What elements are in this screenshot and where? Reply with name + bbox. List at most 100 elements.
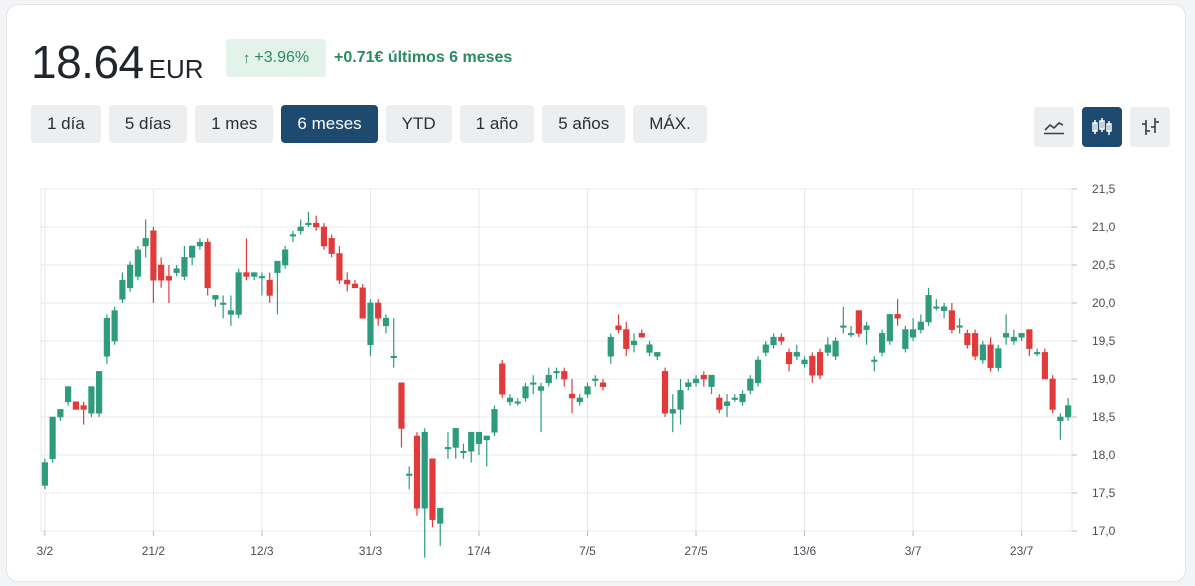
candle-body bbox=[72, 401, 79, 410]
y-tick-label: 17,0 bbox=[1092, 524, 1116, 538]
range-button-6-meses[interactable]: 6 meses bbox=[281, 105, 378, 143]
range-button-5-dias[interactable]: 5 días bbox=[108, 105, 188, 143]
range-button-1-mes[interactable]: 1 mes bbox=[195, 105, 274, 143]
price-chart[interactable]: 21,5 21,0 20,5 20,0 19,5 19,0 18,5 18,0 17,5 17,0… bbox=[7, 175, 1187, 575]
candle-body bbox=[941, 306, 948, 311]
candle-body bbox=[1003, 333, 1010, 338]
candle-body bbox=[499, 363, 506, 395]
candle-body bbox=[111, 310, 118, 342]
candle-body bbox=[886, 314, 893, 342]
candle-body bbox=[739, 393, 746, 403]
candle-body bbox=[235, 272, 242, 315]
candle-body bbox=[731, 397, 738, 400]
range-selector: 1 día 5 días 1 mes 6 meses YTD 1 año 5 a… bbox=[31, 105, 707, 143]
range-button-max[interactable]: MÁX. bbox=[633, 105, 707, 143]
candle-body bbox=[995, 348, 1002, 368]
line-chart-button[interactable] bbox=[1034, 107, 1074, 147]
candle-body bbox=[1010, 336, 1017, 342]
candlestick-chart[interactable]: 21,5 21,0 20,5 20,0 19,5 19,0 18,5 18,0 17,5 17,0… bbox=[7, 175, 1187, 575]
candle-body bbox=[1065, 405, 1072, 418]
candle-body bbox=[708, 374, 715, 387]
candle-body bbox=[925, 295, 932, 323]
candle-body bbox=[584, 386, 591, 395]
change-percent-badge: ↑ +3.96% bbox=[226, 39, 326, 77]
candle-body bbox=[41, 462, 48, 486]
y-tick-label: 18,5 bbox=[1092, 410, 1116, 424]
plot-area bbox=[40, 188, 1073, 532]
y-tick-label: 19,5 bbox=[1092, 334, 1116, 348]
candle-body bbox=[134, 249, 141, 277]
range-button-ytd[interactable]: YTD bbox=[385, 105, 452, 143]
candle-body bbox=[716, 397, 723, 410]
candle-body bbox=[793, 352, 800, 357]
candle-body bbox=[266, 279, 273, 296]
candle-body bbox=[1026, 329, 1033, 349]
candle-body bbox=[413, 435, 421, 509]
candle-body bbox=[894, 314, 901, 319]
candle-body bbox=[537, 386, 545, 391]
candle-body bbox=[545, 374, 552, 384]
candle-body bbox=[661, 371, 669, 414]
candle-body bbox=[437, 507, 444, 524]
x-tick-label: 23/7 bbox=[1010, 544, 1034, 558]
candle-body bbox=[429, 458, 436, 520]
candle-body bbox=[1049, 378, 1056, 410]
candle-body bbox=[305, 222, 312, 226]
candle-body bbox=[933, 306, 940, 309]
candle-body bbox=[785, 352, 793, 365]
candle-body bbox=[274, 260, 281, 273]
x-tick-label: 31/3 bbox=[359, 544, 383, 558]
candle-body bbox=[127, 264, 134, 289]
x-tick-label: 27/5 bbox=[684, 544, 708, 558]
y-tick-label: 19,0 bbox=[1092, 372, 1116, 386]
candle-body bbox=[165, 276, 172, 281]
candle-body bbox=[313, 222, 320, 228]
candle-body bbox=[847, 333, 855, 336]
candle-body bbox=[351, 283, 359, 289]
candle-body bbox=[723, 401, 731, 406]
candle-body bbox=[514, 401, 521, 404]
change-period-text: +0.71€ últimos 6 meses bbox=[334, 49, 513, 66]
candle-body bbox=[700, 374, 707, 380]
y-tick-label: 20,5 bbox=[1092, 258, 1116, 272]
candle-body bbox=[243, 272, 250, 277]
candle-body bbox=[119, 279, 126, 300]
candle-body bbox=[142, 238, 149, 247]
stock-card: 18.64 EUR ↑ +3.96% +0.71€ últimos 6 mese… bbox=[6, 4, 1186, 582]
range-button-5-anos[interactable]: 5 años bbox=[542, 105, 626, 143]
candle-body bbox=[568, 393, 576, 399]
candle-body bbox=[181, 257, 188, 277]
candle-body bbox=[367, 302, 374, 346]
candle-body bbox=[816, 352, 824, 376]
candle-body bbox=[475, 431, 483, 444]
arrow-up-icon: ↑ bbox=[242, 49, 251, 67]
candle-body bbox=[863, 325, 870, 330]
candle-body bbox=[530, 382, 537, 385]
candle-body bbox=[638, 333, 645, 338]
candle-body bbox=[460, 450, 467, 454]
range-button-1-ano[interactable]: 1 año bbox=[459, 105, 535, 143]
candle-body bbox=[754, 359, 762, 384]
candle-body bbox=[809, 355, 816, 376]
candle-body bbox=[654, 352, 661, 357]
candle-body bbox=[801, 359, 808, 365]
candlestick-chart-icon bbox=[1092, 118, 1112, 135]
candle-body bbox=[1057, 416, 1064, 422]
candle-body bbox=[103, 317, 110, 357]
change-percent-value: +3.96% bbox=[254, 49, 310, 66]
candle-body bbox=[956, 325, 963, 328]
ohlc-chart-button[interactable] bbox=[1130, 107, 1170, 147]
x-tick-label: 3/2 bbox=[37, 544, 54, 558]
candlestick-chart-button[interactable] bbox=[1082, 107, 1122, 147]
candle-body bbox=[979, 344, 986, 361]
range-button-1-dia[interactable]: 1 día bbox=[31, 105, 101, 143]
candle-body bbox=[227, 310, 235, 315]
candle-body bbox=[607, 336, 614, 357]
candle-body bbox=[646, 344, 653, 353]
candle-body bbox=[576, 397, 583, 403]
x-tick-label: 7/5 bbox=[579, 544, 596, 558]
candle-body bbox=[491, 409, 498, 433]
candle-body bbox=[917, 321, 924, 330]
candle-body bbox=[80, 405, 87, 410]
candle-body bbox=[96, 371, 103, 414]
